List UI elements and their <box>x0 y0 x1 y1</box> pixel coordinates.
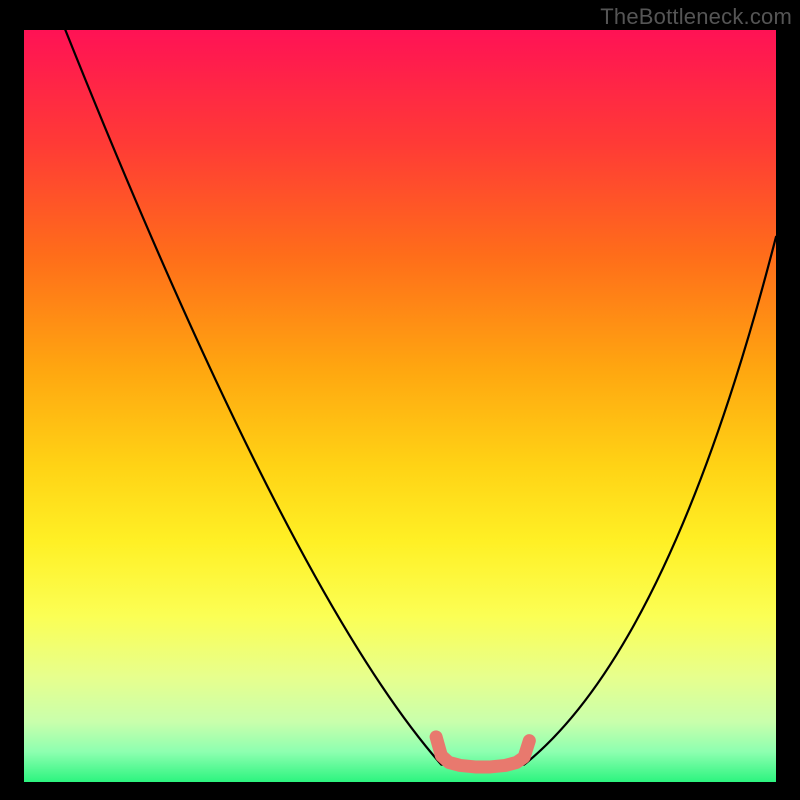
watermark-text: TheBottleneck.com <box>600 4 792 30</box>
plot-svg <box>24 30 776 782</box>
plot-area <box>24 30 776 782</box>
gradient-background <box>24 30 776 782</box>
chart-frame: TheBottleneck.com <box>0 0 800 800</box>
